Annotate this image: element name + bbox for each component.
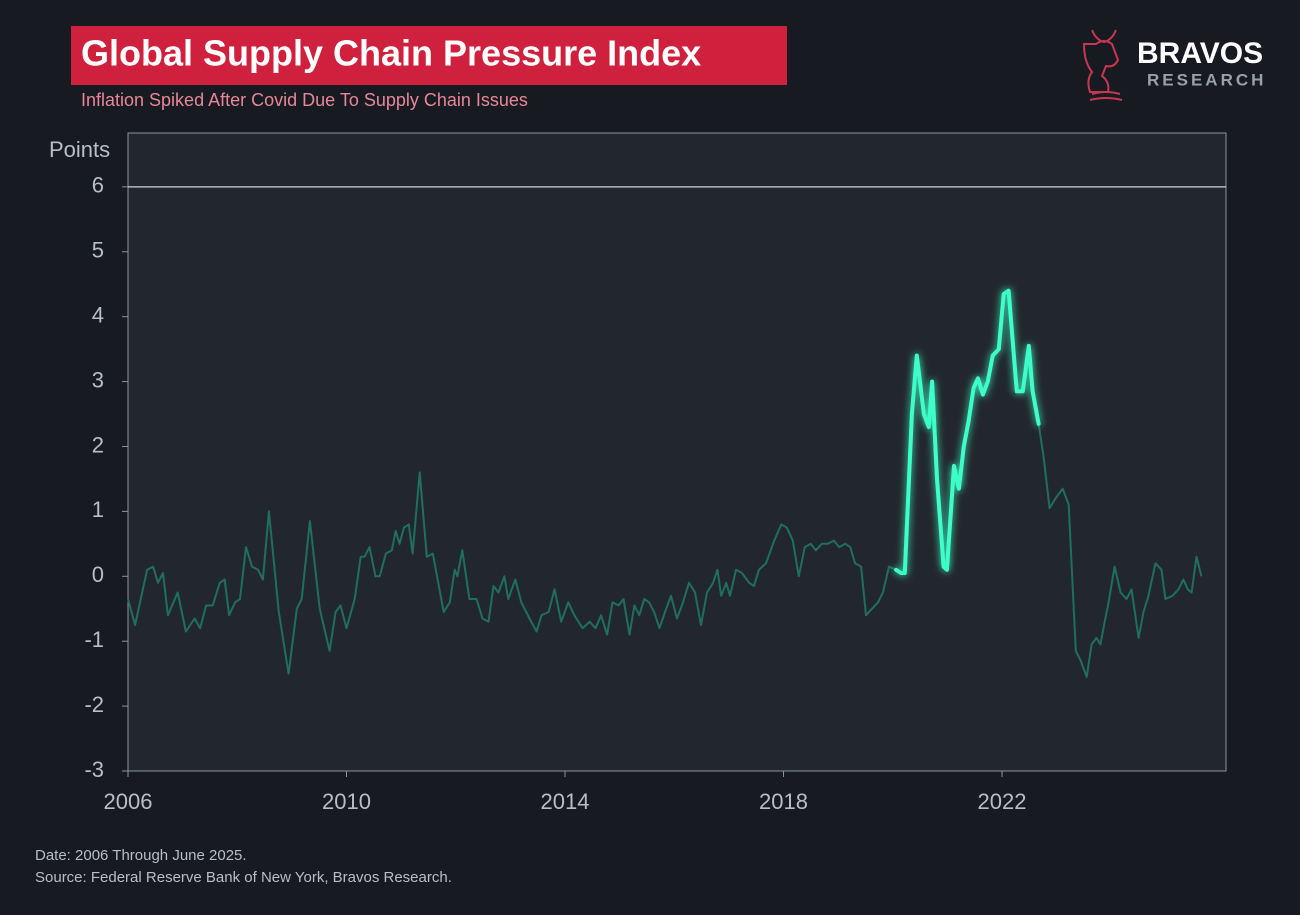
y-tick-label: 5 xyxy=(92,238,104,263)
chart-title: Global Supply Chain Pressure Index xyxy=(81,33,701,74)
y-tick-label: 3 xyxy=(92,367,104,392)
y-axis-label: Points xyxy=(49,137,110,162)
y-tick-label: -1 xyxy=(84,627,104,652)
brand-sub: RESEARCH xyxy=(1147,70,1266,89)
note: Date: 2006 Through June 2025. xyxy=(35,847,247,864)
x-tick-label: 2014 xyxy=(541,789,590,814)
plot-area xyxy=(127,132,1227,772)
logo-icon xyxy=(1082,29,1123,101)
x-tick-label: 2006 xyxy=(104,789,153,814)
note: Source: Federal Reserve Bank of New York… xyxy=(35,869,452,886)
chart-subtitle: Inflation Spiked After Covid Due To Supp… xyxy=(81,90,528,110)
y-tick-label: 6 xyxy=(92,173,104,198)
y-tick-label: -2 xyxy=(84,692,104,717)
y-tick-label: 4 xyxy=(92,302,104,327)
y-tick-label: -3 xyxy=(84,757,104,782)
x-tick-label: 2018 xyxy=(759,789,808,814)
x-tick-label: 2022 xyxy=(978,789,1027,814)
title-box xyxy=(71,26,787,85)
x-tick-label: 2010 xyxy=(322,789,371,814)
brand-name: BRAVOS xyxy=(1137,37,1263,70)
y-tick-label: 0 xyxy=(92,562,104,587)
y-tick-label: 2 xyxy=(92,432,104,457)
highlight-line xyxy=(894,288,1041,575)
y-tick-label: 1 xyxy=(92,497,104,522)
